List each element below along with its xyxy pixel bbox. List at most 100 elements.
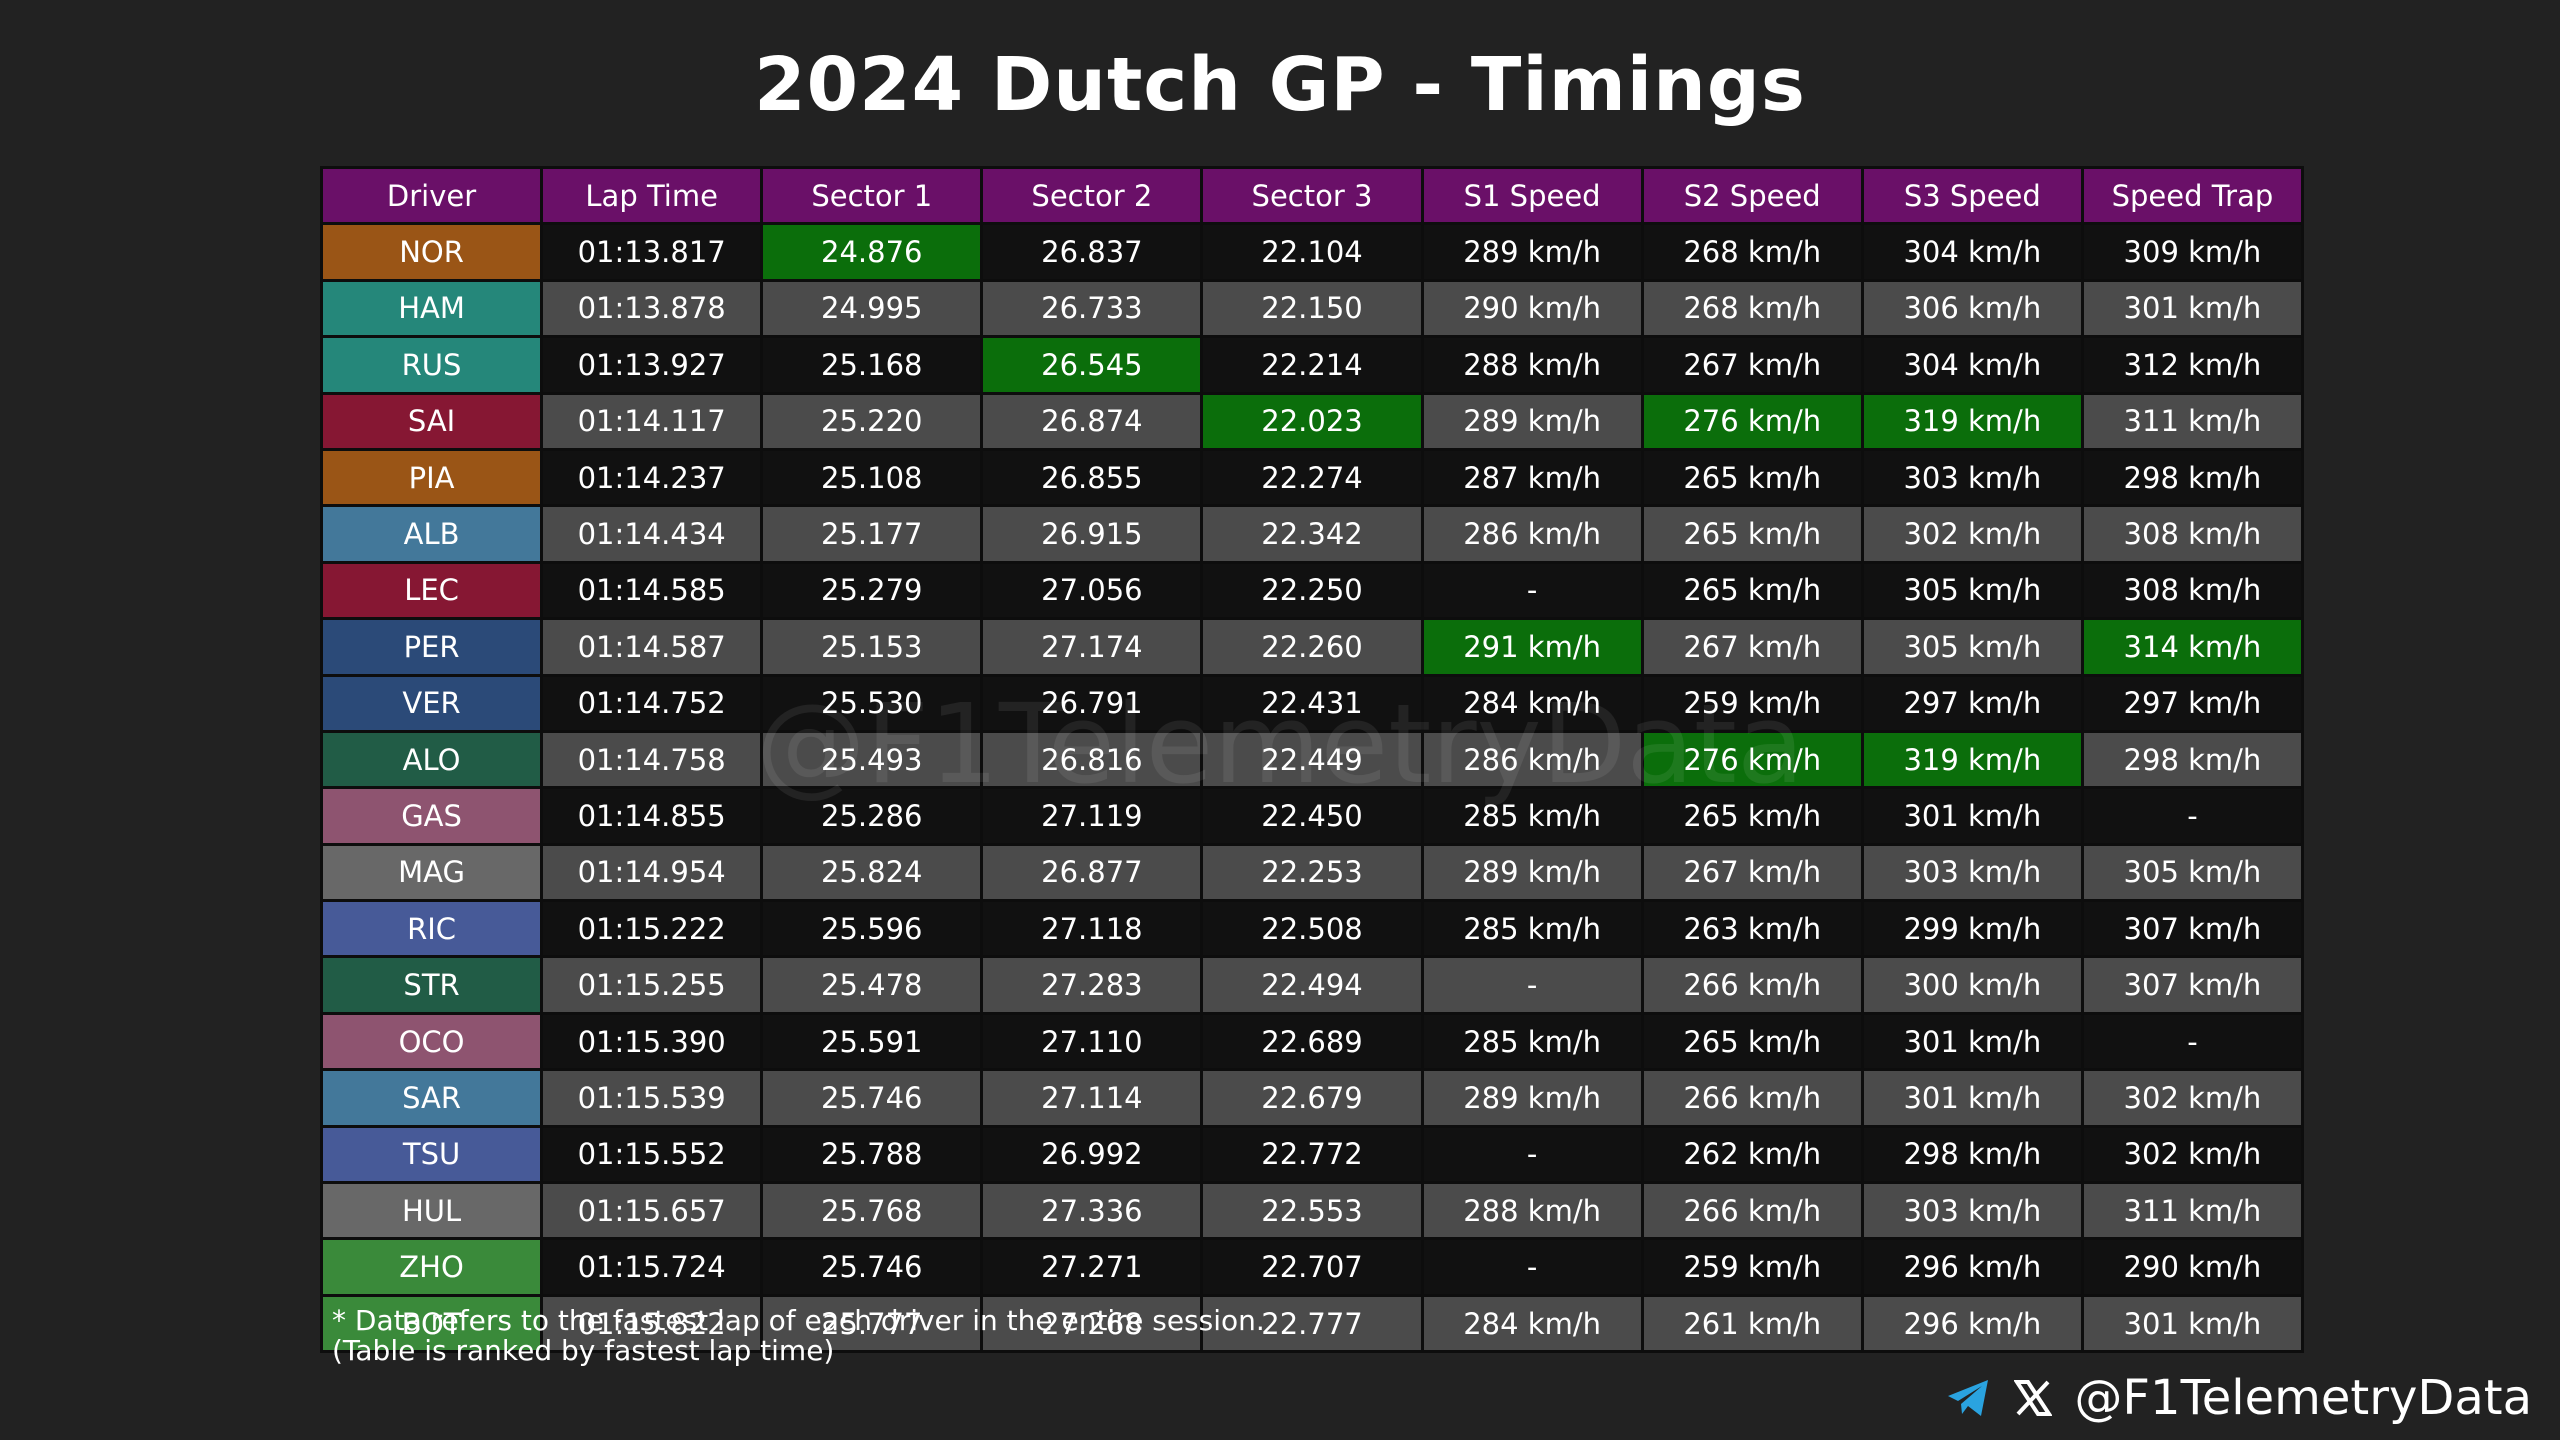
driver-cell: ALO — [323, 732, 541, 787]
driver-cell: HUL — [323, 1184, 541, 1238]
footnote: * Data refers to the fastest lap of each… — [332, 1306, 1265, 1366]
data-cell: 27.119 — [983, 789, 1201, 843]
data-cell: 01:14.855 — [543, 789, 761, 843]
data-cell: 288 km/h — [1423, 338, 1641, 392]
data-cell: 299 km/h — [1863, 902, 2081, 956]
driver-cell: RUS — [323, 338, 541, 392]
data-cell: 284 km/h — [1423, 1296, 1641, 1351]
data-cell: 286 km/h — [1423, 507, 1641, 561]
data-cell: 22.253 — [1203, 845, 1421, 900]
telegram-icon — [1948, 1380, 1989, 1416]
data-cell: 01:15.552 — [543, 1127, 761, 1182]
driver-cell: LEC — [323, 563, 541, 618]
driver-cell: OCO — [323, 1014, 541, 1069]
data-cell: 22.707 — [1203, 1240, 1421, 1294]
data-cell: 259 km/h — [1643, 1240, 1861, 1294]
data-cell: 311 km/h — [2083, 394, 2301, 448]
data-cell: 263 km/h — [1643, 902, 1861, 956]
data-cell: 307 km/h — [2083, 958, 2301, 1012]
driver-cell: VER — [323, 676, 541, 730]
data-cell: 304 km/h — [1863, 225, 2081, 279]
data-cell: 268 km/h — [1643, 225, 1861, 279]
data-cell: 267 km/h — [1643, 338, 1861, 392]
data-cell: 22.449 — [1203, 732, 1421, 787]
data-cell: 22.508 — [1203, 902, 1421, 956]
data-cell: 22.679 — [1203, 1071, 1421, 1125]
data-cell: 25.746 — [763, 1071, 981, 1125]
data-cell: 266 km/h — [1643, 958, 1861, 1012]
data-cell: 01:15.222 — [543, 902, 761, 956]
data-cell: 290 km/h — [2083, 1240, 2301, 1294]
driver-cell: ZHO — [323, 1240, 541, 1294]
data-cell: 27.056 — [983, 563, 1201, 618]
data-cell: 27.271 — [983, 1240, 1201, 1294]
data-cell: - — [2083, 789, 2301, 843]
timings-table: Driver Lap Time Sector 1 Sector 2 Sector 3 S1… — [320, 166, 2304, 1354]
data-cell: 26.874 — [983, 394, 1201, 448]
data-cell: 01:13.878 — [543, 281, 761, 336]
data-cell: 298 km/h — [2083, 732, 2301, 787]
data-cell: 285 km/h — [1423, 902, 1641, 956]
data-cell: 25.493 — [763, 732, 981, 787]
data-cell: 27.114 — [983, 1071, 1201, 1125]
driver-cell: ALB — [323, 507, 541, 561]
data-cell: 22.150 — [1203, 281, 1421, 336]
data-cell: 22.214 — [1203, 338, 1421, 392]
data-cell: 312 km/h — [2083, 338, 2301, 392]
data-cell: 305 km/h — [1863, 620, 2081, 674]
driver-cell: PIA — [323, 450, 541, 505]
data-cell: 266 km/h — [1643, 1071, 1861, 1125]
driver-cell: BOT — [323, 1296, 541, 1351]
data-cell: 265 km/h — [1643, 507, 1861, 561]
data-cell: 25.777 — [763, 1296, 981, 1351]
data-cell: 304 km/h — [1863, 338, 2081, 392]
data-cell: 301 km/h — [2083, 281, 2301, 336]
data-cell: 01:13.817 — [543, 225, 761, 279]
data-cell: 22.553 — [1203, 1184, 1421, 1238]
data-cell: 301 km/h — [2083, 1296, 2301, 1351]
data-cell: 306 km/h — [1863, 281, 2081, 336]
data-cell: 24.995 — [763, 281, 981, 336]
data-cell: 01:15.657 — [543, 1184, 761, 1238]
data-cell: 289 km/h — [1423, 1071, 1641, 1125]
x-icon — [2014, 1380, 2053, 1416]
data-cell: 303 km/h — [1863, 845, 2081, 900]
data-cell: 01:14.117 — [543, 394, 761, 448]
data-cell: 26.545 — [983, 338, 1201, 392]
data-cell: 261 km/h — [1643, 1296, 1861, 1351]
data-cell: 22.494 — [1203, 958, 1421, 1012]
data-cell: 01:13.927 — [543, 338, 761, 392]
data-cell: 25.824 — [763, 845, 981, 900]
data-cell: 262 km/h — [1643, 1127, 1861, 1182]
data-cell: 25.177 — [763, 507, 981, 561]
data-cell: - — [1423, 958, 1641, 1012]
footnote-line: (Table is ranked by fastest lap time) — [332, 1334, 835, 1367]
data-cell: 319 km/h — [1863, 394, 2081, 448]
data-cell: 265 km/h — [1643, 563, 1861, 618]
data-cell: 297 km/h — [1863, 676, 2081, 730]
data-cell: 268 km/h — [1643, 281, 1861, 336]
data-cell: 01:14.434 — [543, 507, 761, 561]
data-cell: 01:14.758 — [543, 732, 761, 787]
data-cell: 27.118 — [983, 902, 1201, 956]
data-cell: 289 km/h — [1423, 225, 1641, 279]
data-cell: 276 km/h — [1643, 732, 1861, 787]
driver-cell: STR — [323, 958, 541, 1012]
data-cell: 289 km/h — [1423, 845, 1641, 900]
data-cell: - — [1423, 1240, 1641, 1294]
data-cell: - — [1423, 1127, 1641, 1182]
data-cell: 265 km/h — [1643, 789, 1861, 843]
header-cell: Sector 3 — [1203, 169, 1421, 223]
data-cell: 25.168 — [763, 338, 981, 392]
data-cell: 298 km/h — [2083, 450, 2301, 505]
data-cell: 311 km/h — [2083, 1184, 2301, 1238]
data-cell: 25.153 — [763, 620, 981, 674]
data-cell: 22.250 — [1203, 563, 1421, 618]
data-cell: 22.450 — [1203, 789, 1421, 843]
data-cell: 25.746 — [763, 1240, 981, 1294]
data-cell: 285 km/h — [1423, 789, 1641, 843]
data-cell: 01:14.587 — [543, 620, 761, 674]
data-cell: 301 km/h — [1863, 1071, 2081, 1125]
data-cell: 319 km/h — [1863, 732, 2081, 787]
data-cell: 303 km/h — [1863, 450, 2081, 505]
